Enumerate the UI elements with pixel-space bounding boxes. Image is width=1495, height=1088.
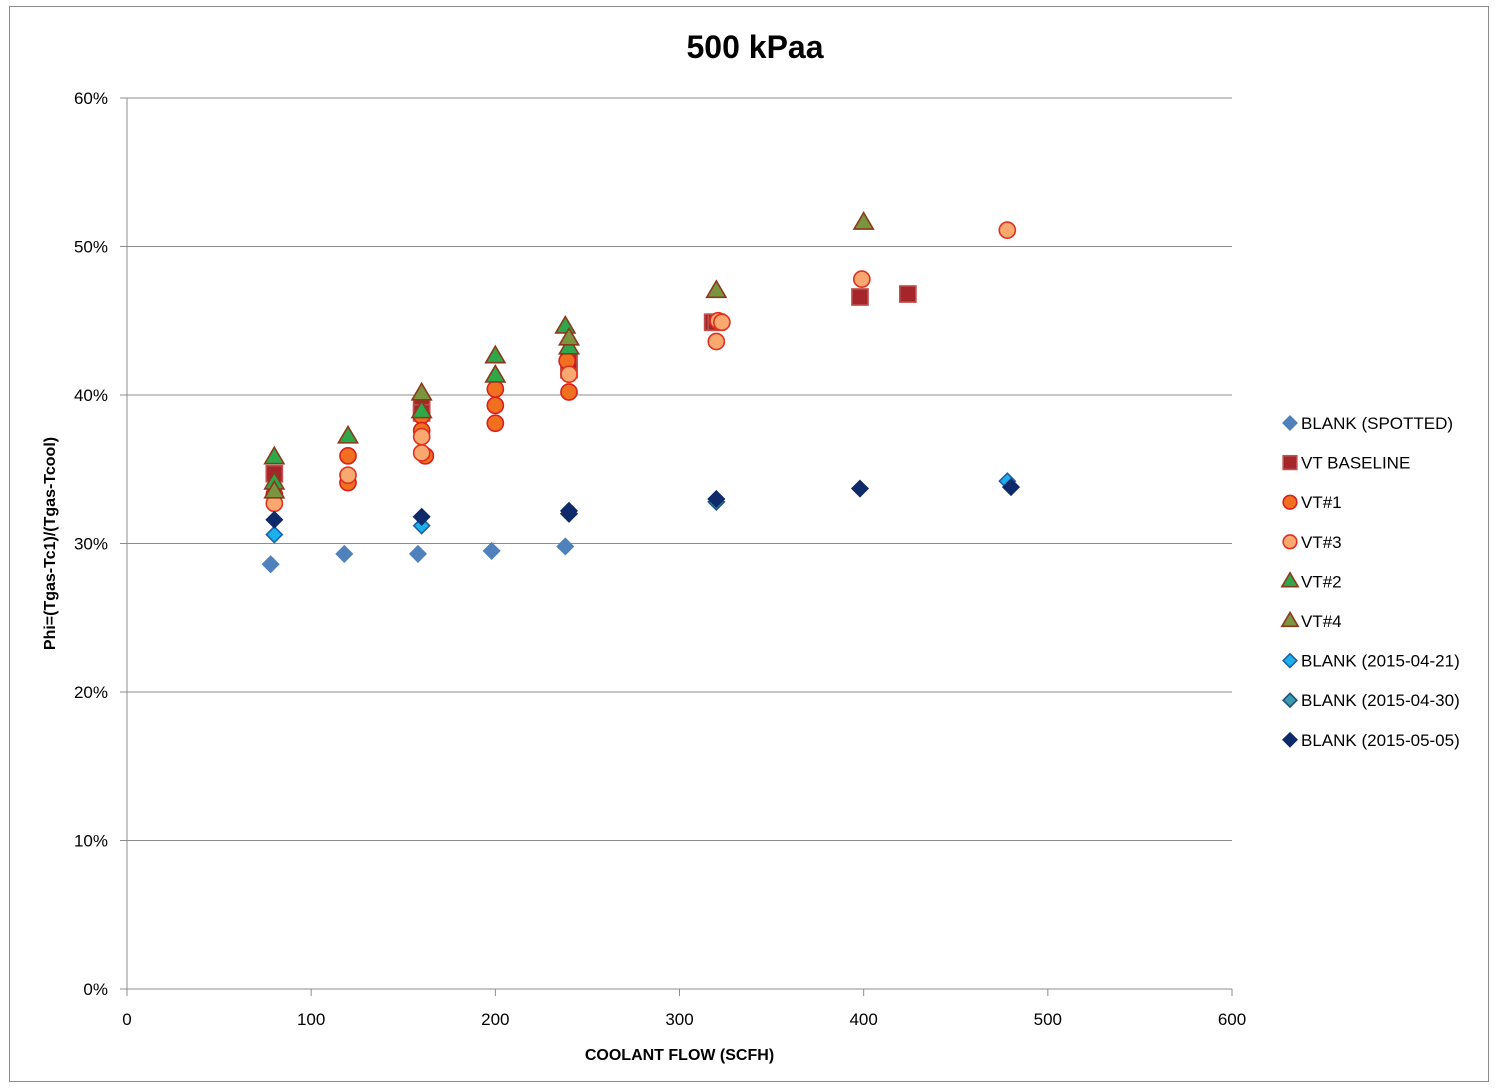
x-tick-label: 500: [1034, 1010, 1062, 1029]
point-vt-2: [410, 399, 433, 419]
point-blank-spotted: [261, 555, 280, 574]
point-vt-1: [339, 447, 357, 465]
point-vt-3: [998, 221, 1017, 240]
legend-label: VT#3: [1301, 533, 1342, 552]
y-tick-label: 50%: [74, 238, 108, 257]
legend-label: BLANK (SPOTTED): [1301, 414, 1453, 433]
series: [265, 478, 1021, 529]
legend-label: VT#4: [1301, 612, 1342, 631]
y-tick-label: 60%: [74, 89, 108, 108]
point-blank-spotted: [482, 541, 501, 560]
x-tick-label: 400: [849, 1010, 877, 1029]
point-vt-baseline: [899, 285, 917, 303]
legend-marker-vt-2: [1280, 571, 1300, 588]
point-blank-spotted: [408, 544, 428, 563]
chart-title: 500 kPaa: [686, 29, 823, 65]
point-vt-2: [484, 344, 507, 364]
y-tick-label: 20%: [74, 683, 108, 702]
point-vt-baseline: [851, 288, 869, 306]
data-points: [261, 211, 1021, 574]
x-tick-label: 300: [665, 1010, 693, 1029]
y-axis-title: Phi=(Tgas-Tc1)/(Tgas-Tcool): [42, 437, 59, 650]
point-vt-4: [410, 381, 433, 401]
legend-label: VT#1: [1301, 493, 1342, 512]
x-tick-label: 0: [122, 1010, 131, 1029]
axes: [126, 98, 1233, 996]
legend-label: VT#2: [1301, 572, 1342, 591]
series: [265, 221, 1017, 513]
x-tick-label: 100: [297, 1010, 325, 1029]
point-vt-1: [560, 383, 578, 401]
point-vt-3: [412, 444, 431, 462]
point-vt-4: [263, 479, 286, 499]
x-axis-title: COOLANT FLOW (SCFH): [585, 1047, 774, 1064]
point-blank-2015-05-05: [265, 510, 284, 529]
legend-label: BLANK (2015-04-21): [1301, 652, 1460, 671]
legend-label: BLANK (2015-04-30): [1301, 691, 1460, 710]
point-vt-2: [484, 363, 507, 383]
point-vt-3: [560, 365, 578, 384]
legend-marker-blank-2015-04-30: [1282, 692, 1298, 709]
legend-label: BLANK (2015-05-05): [1301, 731, 1460, 750]
legend: BLANK (SPOTTED) VT BASELINE VT#1 VT#3 VT#2 VT…: [1280, 414, 1460, 750]
series: [261, 537, 575, 574]
point-blank-spotted: [556, 537, 575, 556]
point-blank-spotted: [335, 544, 354, 563]
y-tick-label: 0%: [83, 980, 108, 999]
point-vt-3: [707, 332, 726, 351]
y-tick-label: 30%: [74, 535, 108, 554]
series: [265, 351, 578, 504]
point-blank-2015-05-05: [707, 489, 726, 509]
legend-marker-vt-1: [1282, 494, 1298, 510]
point-vt-2: [263, 445, 286, 465]
point-vt-4: [705, 279, 728, 299]
point-blank-2015-04-21: [265, 525, 284, 544]
point-vt-4: [557, 326, 581, 346]
series: [263, 211, 875, 499]
point-vt-4: [852, 211, 875, 230]
gridlines: [120, 97, 1232, 990]
point-vt-3: [712, 313, 731, 332]
series: [265, 285, 917, 483]
point-vt-1: [486, 380, 505, 398]
legend-marker-vt-baseline: [1282, 454, 1298, 471]
series: [265, 472, 1017, 544]
legend-marker-blank-spotted: [1282, 415, 1298, 431]
point-vt-3: [412, 427, 431, 446]
legend-label: VT BASELINE: [1301, 454, 1410, 473]
point-blank-2015-05-05: [850, 479, 870, 498]
point-blank-2015-05-05: [412, 507, 431, 526]
legend-marker-blank-2015-05-05: [1282, 731, 1298, 748]
x-tick-label: 200: [481, 1010, 509, 1029]
point-blank-2015-05-05: [559, 501, 579, 520]
legend-marker-blank-2015-04-21: [1282, 652, 1298, 669]
point-vt-1: [486, 396, 505, 415]
legend-marker-vt-4: [1280, 610, 1300, 628]
tick-labels: 0% 10% 20% 30% 40% 50% 60% 0 100 200 300 400 500 600: [74, 89, 1246, 1029]
series: [263, 314, 581, 490]
point-vt-3: [339, 466, 357, 485]
y-tick-label: 10%: [74, 832, 108, 851]
y-tick-label: 40%: [74, 386, 108, 405]
point-blank-2015-05-05: [1001, 478, 1021, 497]
x-tick-label: 600: [1218, 1010, 1246, 1029]
point-vt-3: [852, 270, 871, 289]
point-vt-1: [486, 414, 505, 433]
legend-marker-vt-3: [1282, 534, 1298, 550]
point-vt-2: [554, 314, 577, 334]
point-vt-2: [336, 424, 360, 444]
